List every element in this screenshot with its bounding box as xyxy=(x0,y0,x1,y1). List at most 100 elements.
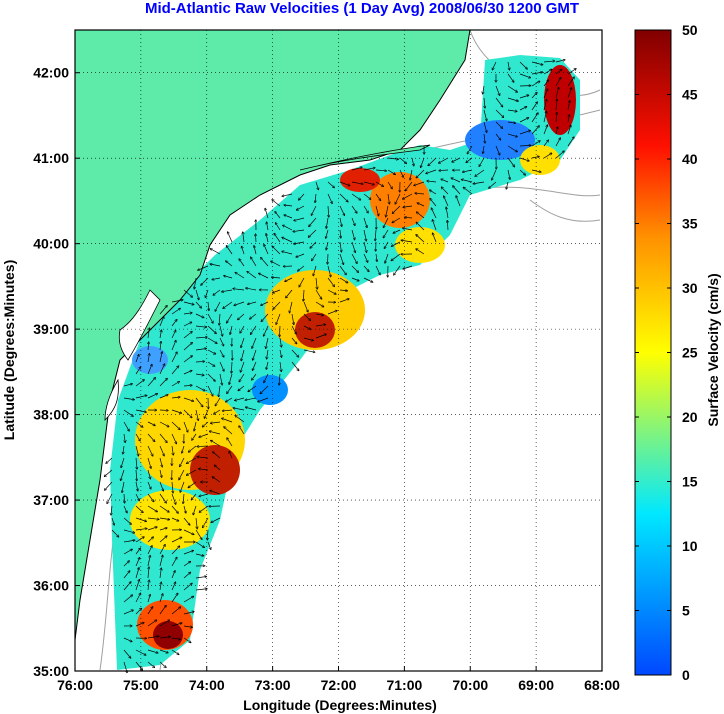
x-tick-label: 75:00 xyxy=(123,677,159,693)
velocity-arrow xyxy=(298,265,305,271)
velocity-arrow xyxy=(285,277,293,281)
velocity-arrow xyxy=(291,313,294,324)
velocity-arrow xyxy=(171,330,176,339)
velocity-arrow xyxy=(230,325,233,334)
velocity-arrow xyxy=(194,421,197,431)
velocity-arrow xyxy=(309,229,317,237)
velocity-arrow xyxy=(265,208,269,219)
velocity-arrow xyxy=(339,217,342,226)
velocity-arrow xyxy=(363,241,367,252)
velocity-arrow xyxy=(417,212,425,219)
velocity-arrow xyxy=(199,469,209,470)
velocity-arrow xyxy=(451,178,461,183)
velocity-arrow xyxy=(227,385,233,393)
velocity-arrow xyxy=(507,145,517,152)
velocity-arrow xyxy=(159,493,166,503)
y-tick-label: 38:00 xyxy=(33,407,69,423)
velocity-arrow xyxy=(219,337,224,346)
x-tick-label: 68:00 xyxy=(584,677,620,693)
velocity-arrow xyxy=(183,596,194,603)
velocity-arrow xyxy=(123,540,135,543)
velocity-arrow xyxy=(303,289,304,301)
velocity-arrow xyxy=(203,517,209,528)
velocity-arrow xyxy=(279,349,282,357)
velocity-arrow xyxy=(147,394,157,399)
velocity-arrow xyxy=(241,349,245,361)
velocity-arrow xyxy=(340,229,341,238)
velocity-arrow xyxy=(432,220,437,231)
velocity-arrow xyxy=(394,265,401,275)
velocity-arrow xyxy=(222,418,233,423)
velocity-arrow xyxy=(159,306,167,315)
velocity-arrow xyxy=(147,607,153,615)
velocity-arrow xyxy=(195,313,204,318)
velocity-arrow xyxy=(312,253,317,261)
velocity-arrow xyxy=(507,73,514,82)
velocity-arrow xyxy=(492,61,497,70)
velocity-arrow xyxy=(201,277,209,285)
velocity-arrow xyxy=(207,325,216,333)
velocity-arrow xyxy=(171,582,176,591)
velocity-arrow xyxy=(327,181,334,188)
velocity-arrow xyxy=(147,421,155,425)
velocity-arrow xyxy=(351,193,360,200)
velocity-arrow xyxy=(159,433,167,442)
velocity-arrow xyxy=(248,385,257,391)
velocity-arrow xyxy=(555,127,558,135)
velocity-arrow xyxy=(159,469,162,477)
x-tick-label: 74:00 xyxy=(189,677,225,693)
velocity-arrow xyxy=(183,313,192,314)
velocity-arrow xyxy=(207,349,216,354)
velocity-arrow xyxy=(192,433,197,440)
velocity-arrow xyxy=(483,145,484,153)
velocity-arrow xyxy=(315,193,316,202)
velocity-arrow xyxy=(543,153,552,159)
velocity-arrow xyxy=(159,620,169,627)
velocity-arrow xyxy=(159,457,162,467)
velocity-arrow xyxy=(227,438,233,447)
velocity-arrow xyxy=(567,77,574,87)
velocity-arrow xyxy=(136,469,137,481)
velocity-arrow xyxy=(202,421,209,427)
velocity-arrow xyxy=(211,422,221,423)
velocity-arrow xyxy=(276,313,281,324)
velocity-arrow xyxy=(327,253,328,264)
velocity-arrow xyxy=(251,325,257,334)
colorbar-tick-label: 15 xyxy=(682,474,698,490)
velocity-arrow xyxy=(215,301,221,311)
velocity-arrow xyxy=(506,181,509,189)
velocity-arrow xyxy=(207,385,213,396)
velocity-arrow xyxy=(416,235,425,243)
velocity-arrow xyxy=(224,276,233,279)
velocity-arrow xyxy=(147,505,157,512)
velocity-arrow xyxy=(531,169,541,172)
velocity-arrow xyxy=(210,431,221,435)
velocity-arrow xyxy=(219,361,224,371)
velocity-arrow xyxy=(363,229,366,241)
velocity-arrow xyxy=(123,571,130,579)
velocity-arrow xyxy=(231,361,232,373)
velocity-arrow xyxy=(567,88,572,99)
velocity-arrow xyxy=(179,469,185,480)
velocity-arrow xyxy=(282,237,293,243)
velocity-arrow xyxy=(195,553,204,556)
velocity-arrow xyxy=(226,397,233,402)
velocity-arrow xyxy=(124,433,125,442)
velocity-arrow xyxy=(327,193,332,203)
velocity-arrow xyxy=(195,397,203,407)
velocity-arrow xyxy=(171,421,180,430)
velocity-arrow xyxy=(280,361,281,371)
velocity-arrow xyxy=(135,537,144,543)
velocity-arrow xyxy=(135,558,140,567)
velocity-arrow xyxy=(351,181,363,184)
colorbar-tick-label: 35 xyxy=(682,216,698,232)
velocity-arrow xyxy=(246,288,257,291)
velocity-arrow xyxy=(147,517,159,519)
y-tick-label: 42:00 xyxy=(33,65,69,81)
velocity-arrow xyxy=(171,638,180,639)
velocity-arrow xyxy=(495,97,503,107)
velocity-arrow xyxy=(393,229,401,233)
y-tick-label: 40:00 xyxy=(33,236,69,252)
colorbar-tick-label: 10 xyxy=(682,538,698,554)
velocity-arrow xyxy=(124,493,125,503)
